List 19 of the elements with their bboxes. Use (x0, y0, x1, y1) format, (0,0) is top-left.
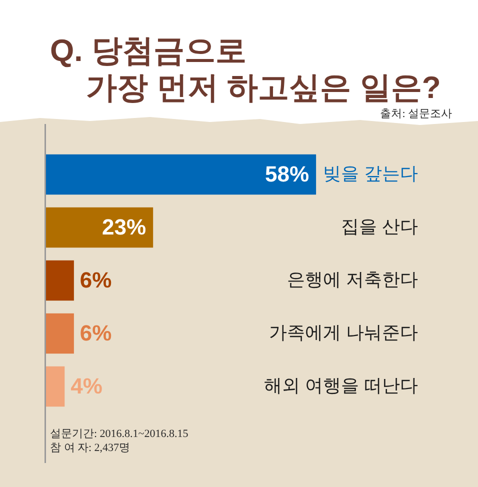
data-label: 6% (80, 320, 112, 346)
bar (46, 260, 74, 301)
data-label: 6% (80, 268, 112, 293)
y-tick-label: 집을 산다 (340, 216, 418, 236)
bar (46, 207, 154, 248)
source-note: 출처: 설문조사 (380, 108, 452, 120)
y-tick-label: 은행에 저축한다 (286, 269, 418, 290)
bar (46, 313, 74, 354)
bar (46, 366, 65, 407)
y-tick-label: 빚을 갚는다 (322, 163, 418, 184)
data-label: 4% (70, 374, 102, 399)
annotation: 설문기간: 2016.8.1~2016.8.15 (50, 428, 189, 440)
data-label: 23% (102, 214, 146, 240)
y-tick-label: 해외 여행을 떠난다 (264, 375, 418, 396)
y-tick-label: 가족에게 나눠준다 (268, 322, 418, 342)
data-label: 58% (265, 162, 310, 187)
annotation: 참 여 자: 2,437명 (50, 442, 130, 454)
chart-title: Q. 당첨금으로 가장 먼저 하고싶은 일은? (50, 33, 441, 105)
bar (46, 154, 316, 195)
